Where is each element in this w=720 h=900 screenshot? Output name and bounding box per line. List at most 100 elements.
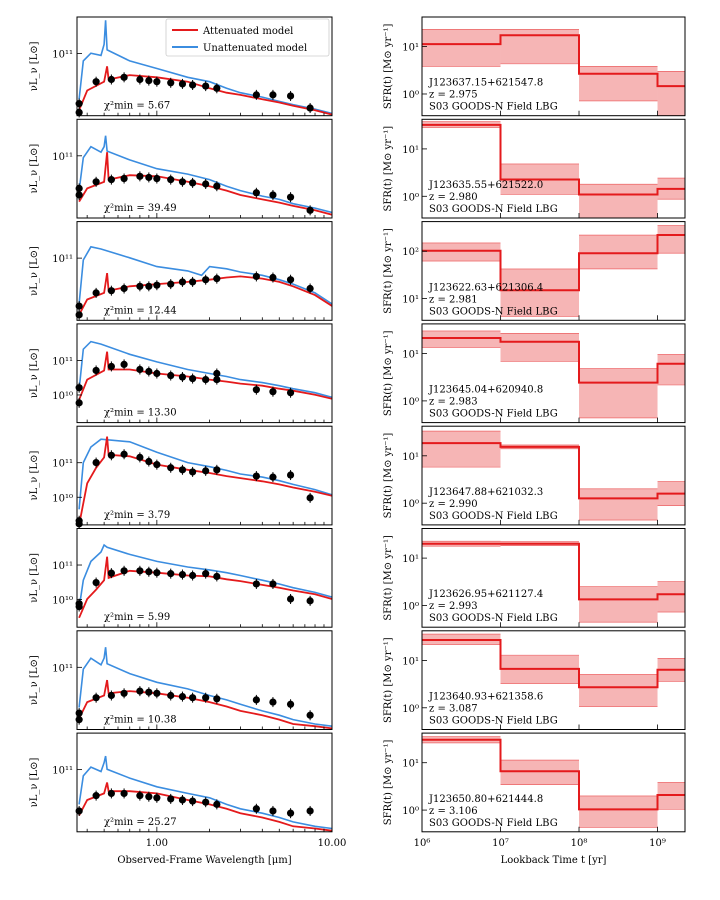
photometry-point [178, 178, 187, 186]
unattenuated-model-line [78, 543, 332, 609]
photometry-point [136, 75, 144, 84]
y-tick-label: 10¹ [402, 554, 419, 565]
sed-axes-frame [76, 16, 333, 117]
photometry-point [167, 570, 175, 578]
photometry-point [202, 82, 210, 90]
attenuated-model-line [78, 782, 332, 832]
photometry-point [153, 569, 161, 577]
photometry-point [252, 696, 260, 704]
sfh-panel-5: 10¹ 10⁰ SFR(t) [M⊙ yr⁻¹] J123647.88+621032.… [383, 425, 686, 526]
sed-axes-frame [76, 323, 333, 424]
sfr-step-line [422, 738, 685, 811]
attenuated-model-line [78, 556, 332, 619]
sfh-axes-frame [421, 323, 686, 424]
x-tick-label: 10⁸ [571, 838, 588, 849]
y-tick-label: 10¹¹ [52, 561, 73, 572]
sfh-plot-area [422, 430, 685, 521]
y-tick-label: 10⁰ [402, 192, 419, 203]
redshift-label: z = 2.981 [429, 294, 478, 305]
chi2-label: χ²min = 3.79 [104, 510, 170, 521]
sfr-step-line [422, 639, 685, 689]
photometry-point [269, 580, 277, 588]
y-tick-label: 10¹ [402, 759, 419, 770]
y-tick-label: 10⁰ [402, 601, 419, 612]
photometry-point [306, 597, 314, 605]
y-tick-label: 10¹ [402, 656, 419, 667]
sed-panel-1: 10¹¹ νL_ν [L⊙] χ²min = 5.67 Attenuated mode… [29, 16, 333, 118]
sed-panel-5: 10¹¹ 10¹⁰ νL_ν [L⊙] χ²min = 3.79 [29, 425, 333, 529]
photometry-point [269, 388, 277, 396]
photometry-point [153, 794, 161, 802]
y-tick-label: 10⁰ [402, 90, 419, 101]
attenuated-model-line [78, 679, 332, 730]
photometry-point [178, 80, 187, 88]
photometry-point [252, 805, 260, 813]
sed-axes-frame [76, 528, 333, 628]
redshift-label: z = 2.980 [429, 192, 478, 203]
photometry-point [92, 792, 100, 800]
sed-axes-frame [76, 118, 333, 219]
sfr-step-line [422, 542, 685, 601]
sed-panel-4: 10¹¹ 10¹⁰ νL_ν [L⊙] χ²min = 13.30 [29, 323, 333, 424]
sed-y-axis-label: νL_ν [L⊙] [29, 757, 40, 807]
photometry-point [286, 471, 295, 479]
photometry-point [252, 386, 260, 394]
sed-panel-7: 10¹¹ νL_ν [L⊙] χ²min = 10.38 [29, 630, 333, 730]
photometry-point [269, 273, 277, 282]
chi2-label: χ²min = 12.44 [104, 305, 177, 316]
sed-axes-frame [76, 732, 333, 833]
x-tick-label: 10⁶ [414, 838, 431, 849]
sfh-plot-area [422, 29, 685, 116]
survey-label: S03 GOODS-N Field LBG [429, 818, 558, 829]
sed-panel-8: 10¹¹ νL_ν [L⊙] χ²min = 25.27 1.00 10.00 Obser… [29, 732, 347, 866]
unattenuated-model-line [78, 438, 332, 510]
sfh-panel-7: 10¹ 10⁰ SFR(t) [M⊙ yr⁻¹] J123640.93+621358.… [383, 630, 686, 730]
sfr-uncertainty-band [657, 354, 685, 385]
sfr-step-line [422, 234, 685, 292]
y-tick-label: 10¹¹ [52, 663, 73, 674]
unattenuated-model-line [78, 647, 332, 727]
sed-axes-frame [76, 221, 333, 321]
photometry-point [92, 366, 100, 375]
object-id-label: J123647.88+621032.3 [428, 487, 543, 498]
object-id-label: J123635.55+621522.0 [428, 180, 543, 191]
sfr-step-line [422, 34, 685, 88]
attenuated-model-line [78, 152, 332, 216]
sfh-axes-frame [421, 221, 686, 321]
sed-panel-6: 10¹¹ 10¹⁰ νL_ν [L⊙] χ²min = 5.99 [29, 528, 333, 628]
x-tick-label: 10.00 [318, 838, 347, 849]
photometry-point [252, 580, 260, 588]
photometry-point [202, 570, 210, 578]
photometry-point [92, 78, 100, 86]
photometry-point [145, 568, 153, 576]
sfh-axes-frame [421, 16, 686, 117]
sfh-axes-frame [421, 732, 686, 833]
photometry-point [136, 282, 144, 290]
sed-x-axis-label: Observed-Frame Wavelength [μm] [117, 855, 291, 866]
photometry-point [145, 173, 153, 182]
y-tick-label: 10⁰ [402, 704, 419, 715]
photometry-point [107, 451, 115, 459]
sed-panel-3: 10¹¹ νL_ν [L⊙] χ²min = 12.44 [29, 221, 333, 321]
sfr-uncertainty-band [422, 242, 501, 262]
sfh-plot-area [422, 736, 685, 828]
sfr-uncertainty-band [500, 333, 580, 362]
photometry-point [178, 570, 187, 579]
photometry-point [202, 375, 210, 384]
photometry-point [178, 466, 187, 474]
photometry-point [145, 688, 153, 696]
survey-label: S03 GOODS-N Field LBG [429, 409, 558, 420]
photometry-point [286, 389, 295, 397]
photometry-point [120, 284, 128, 293]
sfr-uncertainty-band [579, 66, 658, 101]
photometry-point [252, 189, 260, 197]
photometry-point [153, 369, 161, 378]
y-tick-label: 10¹¹ [52, 356, 73, 367]
photometry-point [202, 467, 210, 475]
photometry-point [153, 281, 161, 289]
sfr-uncertainty-band [579, 674, 658, 707]
sfh-y-axis-label: SFR(t) [M⊙ yr⁻¹] [383, 23, 394, 109]
sfr-uncertainty-band [579, 184, 658, 218]
unattenuated-model-line [78, 755, 332, 830]
y-tick-label: 10² [402, 247, 419, 258]
